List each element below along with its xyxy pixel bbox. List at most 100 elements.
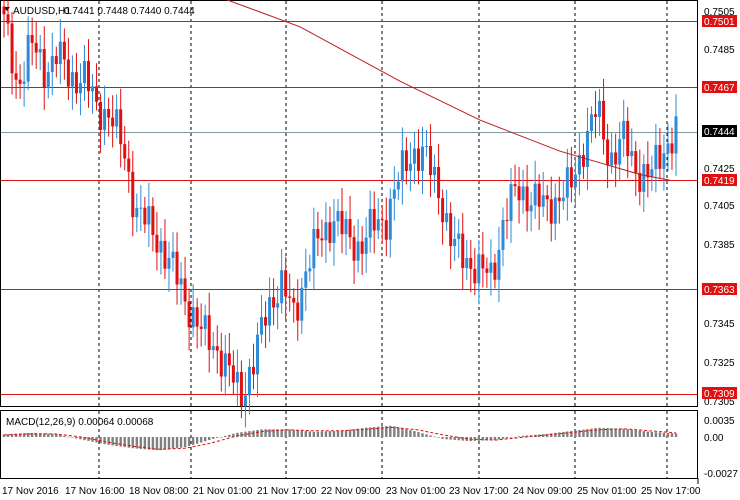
candle-body	[219, 350, 223, 377]
candle-body	[300, 287, 304, 321]
candle-body	[78, 83, 82, 94]
candle-body	[320, 238, 324, 241]
macd-bar	[272, 429, 275, 437]
candle-body	[465, 257, 469, 269]
macd-bar	[264, 429, 267, 437]
macd-bar	[598, 427, 601, 437]
candle-body	[272, 297, 276, 308]
macd-bar	[590, 428, 593, 437]
candle-body	[553, 197, 557, 224]
candle-body	[642, 164, 646, 192]
macd-bar	[195, 437, 199, 444]
macd-bar	[437, 437, 440, 438]
candle-body	[461, 233, 465, 269]
candle-body	[179, 278, 183, 285]
candle-body	[513, 184, 517, 187]
candle-body	[356, 241, 360, 261]
candle-body	[670, 143, 674, 154]
candle-body	[473, 268, 477, 284]
level-tag-1: 0.7467	[704, 83, 735, 94]
candle-body	[26, 34, 30, 82]
candle-body	[618, 139, 622, 165]
axis-tick: 0.7505	[704, 7, 735, 18]
macd-bar	[397, 427, 400, 437]
macd-bar	[610, 428, 613, 437]
macd-bar	[123, 437, 126, 448]
candle-body	[50, 56, 54, 72]
candle-body	[517, 186, 521, 201]
macd-bar	[582, 429, 585, 437]
macd-bar	[650, 431, 654, 437]
macd-bar	[570, 430, 573, 437]
axis-tick: -0.0027	[704, 469, 738, 480]
macd-bar	[244, 431, 247, 437]
candle-body	[211, 346, 215, 351]
macd-bar	[6, 434, 10, 437]
candle-body	[247, 366, 251, 396]
candle-body	[191, 307, 195, 328]
time-tick: 24 Nov 09:00	[513, 486, 573, 497]
macd-bar	[356, 428, 360, 437]
candle-body	[614, 152, 618, 165]
main-panel-frame	[0, 0, 698, 407]
macd-histogram	[2, 425, 678, 451]
macd-bar	[34, 433, 38, 437]
candle-body	[610, 152, 614, 166]
macd-bar	[151, 437, 155, 450]
macd-bar	[63, 435, 66, 437]
macd-bar	[493, 437, 497, 441]
candle-body	[256, 334, 260, 375]
candle-body	[2, 6, 6, 15]
macd-bar	[143, 437, 147, 450]
price-axis: 0.7505 0.7485 0.7425 0.7405 0.7385 0.734…	[704, 7, 735, 408]
candle-body	[280, 270, 284, 304]
candle-body	[541, 195, 545, 207]
candle-body	[400, 150, 404, 182]
candle-body	[565, 167, 569, 198]
candle-body	[42, 48, 46, 89]
candle-body	[135, 208, 139, 218]
candle-body	[328, 222, 332, 243]
candle-body	[598, 100, 602, 117]
candle-body	[187, 301, 191, 328]
macd-bar	[566, 431, 569, 437]
candle-body	[658, 145, 662, 169]
macd-bar	[316, 431, 320, 437]
candle-body	[99, 101, 103, 130]
candle-body	[264, 317, 268, 326]
macd-bar	[348, 429, 352, 437]
macd-bar	[477, 437, 481, 441]
macd-bar	[67, 436, 70, 438]
macd-bar	[14, 433, 18, 437]
level-tag-3: 0.7363	[704, 285, 735, 296]
candle-body	[332, 221, 336, 243]
macd-bar	[220, 436, 223, 438]
candle-body	[396, 181, 400, 190]
macd-bar	[18, 433, 22, 437]
candle-body	[304, 271, 308, 288]
macd-bar	[381, 426, 384, 437]
candle-body	[573, 174, 577, 188]
candle-body	[549, 199, 553, 224]
candle-body	[457, 233, 461, 239]
macd-bar	[429, 435, 432, 437]
candle-body	[489, 262, 493, 273]
candle-body	[38, 48, 42, 53]
candlesticks	[2, 0, 678, 428]
candle-body	[82, 61, 86, 84]
candle-body	[151, 206, 155, 235]
candle-body	[388, 198, 392, 240]
candle-body	[412, 148, 416, 164]
macd-bar	[131, 437, 134, 449]
candle-body	[207, 315, 211, 351]
macd-bar	[320, 431, 324, 437]
macd-bar	[421, 433, 424, 437]
macd-bar	[562, 431, 565, 437]
macd-bar	[642, 431, 646, 437]
macd-bar	[401, 428, 404, 437]
candle-body	[163, 240, 167, 269]
candle-body	[348, 219, 352, 238]
macd-bar	[457, 437, 460, 441]
candle-body	[493, 262, 497, 280]
macd-bar	[75, 437, 78, 439]
